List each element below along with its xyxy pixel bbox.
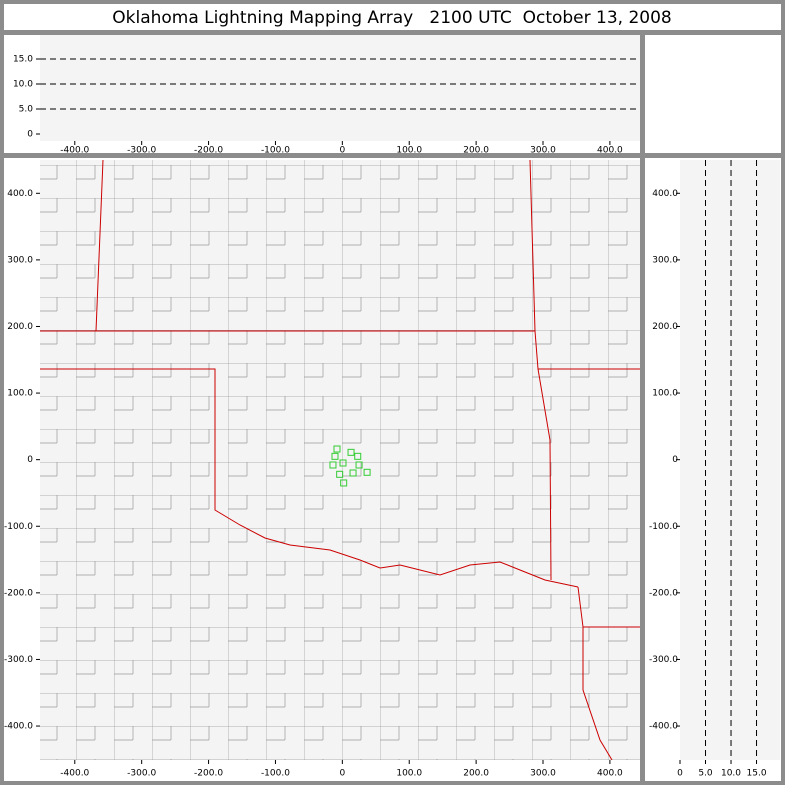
state-borders	[40, 160, 640, 760]
y-tick-label: -300.0	[649, 655, 678, 665]
x-tick-label: 10.0	[721, 769, 741, 779]
red-river	[40, 368, 579, 588]
y-tick-label: 200.0	[7, 322, 33, 332]
y-tick-label: 0	[672, 455, 678, 465]
x-tick-label: 400.0	[597, 146, 623, 156]
x-tick-label: -100.0	[261, 769, 290, 779]
y-tick-label: -100.0	[649, 522, 678, 532]
x-tick-label: -400.0	[60, 769, 89, 779]
y-tick-label: 100.0	[652, 389, 678, 399]
y-tick-label: 0	[27, 130, 33, 140]
x-tick-label: 300.0	[530, 146, 556, 156]
x-tick-label: 0	[677, 769, 683, 779]
lightning-source	[347, 448, 355, 456]
x-tick-label: 5.0	[698, 769, 713, 779]
lightning-source	[363, 468, 371, 476]
x-tick-label: -300.0	[127, 769, 156, 779]
x-tick-label: -200.0	[194, 769, 223, 779]
lightning-source	[336, 470, 344, 478]
y-tick-label: -400.0	[649, 722, 678, 732]
lightning-source	[331, 452, 339, 460]
y-tick-label: -400.0	[4, 722, 33, 732]
lightning-source	[339, 459, 347, 467]
x-tick-label: 200.0	[463, 146, 489, 156]
side-plot	[680, 160, 780, 760]
lightning-source	[355, 461, 363, 469]
x-tick-label: 300.0	[530, 769, 556, 779]
corner-panel	[645, 35, 781, 153]
x-tick-label: 100.0	[396, 769, 422, 779]
x-tick-label: 100.0	[396, 146, 422, 156]
y-tick-label: 5.0	[19, 105, 34, 115]
x-tick-label: -300.0	[127, 146, 156, 156]
y-tick-label: 15.0	[13, 55, 33, 65]
y-tick-label: -200.0	[4, 588, 33, 598]
y-tick-label: 300.0	[7, 255, 33, 265]
y-tick-label: 100.0	[7, 389, 33, 399]
y-tick-label: 10.0	[13, 80, 33, 90]
lightning-source	[349, 469, 357, 477]
x-tick-label: 15.0	[747, 769, 767, 779]
border	[538, 368, 640, 760]
x-tick-label: 0	[339, 146, 345, 156]
y-tick-label: -200.0	[649, 588, 678, 598]
lightning-source	[333, 445, 341, 453]
y-tick-label: -300.0	[4, 655, 33, 665]
chart-title: Oklahoma Lightning Mapping Array 2100 UT…	[112, 8, 672, 28]
x-tick-label: 200.0	[463, 769, 489, 779]
x-tick-label: -400.0	[60, 146, 89, 156]
x-tick-label: -100.0	[261, 146, 290, 156]
y-tick-label: 300.0	[652, 255, 678, 265]
y-tick-label: -100.0	[4, 522, 33, 532]
lightning-source	[354, 452, 362, 460]
y-tick-label: 400.0	[7, 189, 33, 199]
y-tick-label: 400.0	[652, 189, 678, 199]
top-plot	[40, 35, 640, 141]
lightning-source	[340, 479, 348, 487]
lightning-source	[329, 461, 337, 469]
x-tick-label: -200.0	[194, 146, 223, 156]
x-tick-label: 400.0	[597, 769, 623, 779]
y-tick-label: 200.0	[652, 322, 678, 332]
x-tick-label: 0	[339, 769, 345, 779]
y-tick-label: 0	[27, 455, 33, 465]
title-bar	[4, 4, 781, 30]
